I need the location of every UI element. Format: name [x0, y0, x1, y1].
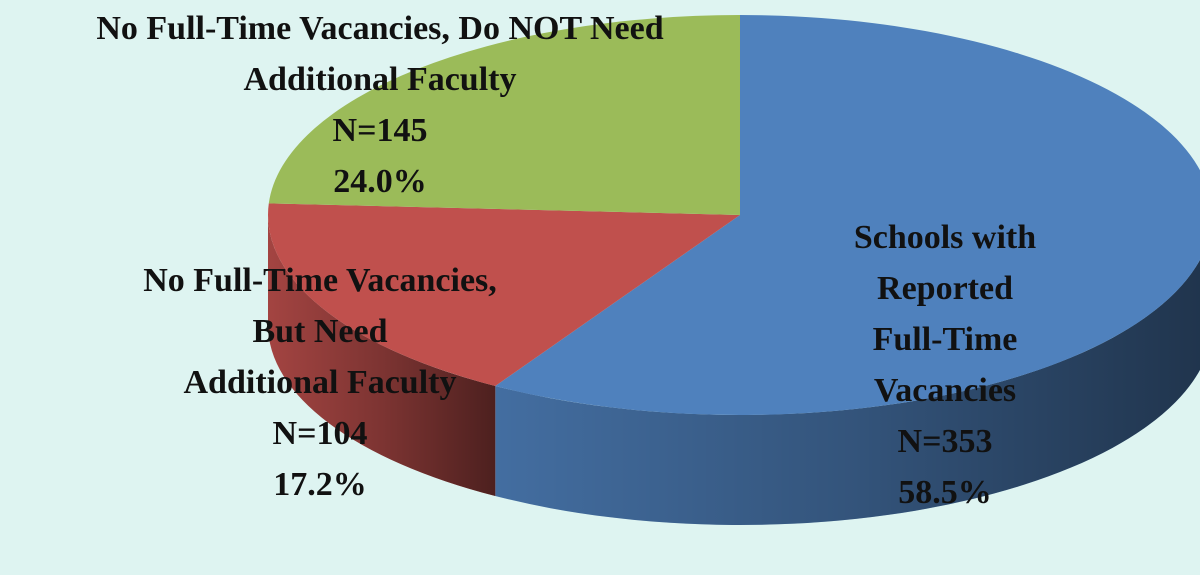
value-label: 58.5% — [818, 467, 1073, 518]
category-label: No Full-Time Vacancies, Do NOT Need Addi… — [96, 3, 663, 105]
page: (() => { const data = JSON.parse(documen… — [0, 0, 1200, 575]
count-label: N=104 — [143, 408, 497, 459]
value-label: 24.0% — [96, 156, 663, 207]
category-label: No Full-Time Vacancies, But Need Additio… — [143, 255, 497, 408]
count-label: N=145 — [96, 105, 663, 156]
value-label: 17.2% — [143, 459, 497, 510]
slice-label: No Full-Time Vacancies, Do NOT Need Addi… — [96, 3, 663, 207]
slice-label: Schools with Reported Full-Time Vacancie… — [818, 212, 1073, 518]
slice-label: No Full-Time Vacancies, But Need Additio… — [143, 255, 497, 510]
count-label: N=353 — [818, 416, 1073, 467]
category-label: Schools with Reported Full-Time Vacancie… — [818, 212, 1073, 416]
